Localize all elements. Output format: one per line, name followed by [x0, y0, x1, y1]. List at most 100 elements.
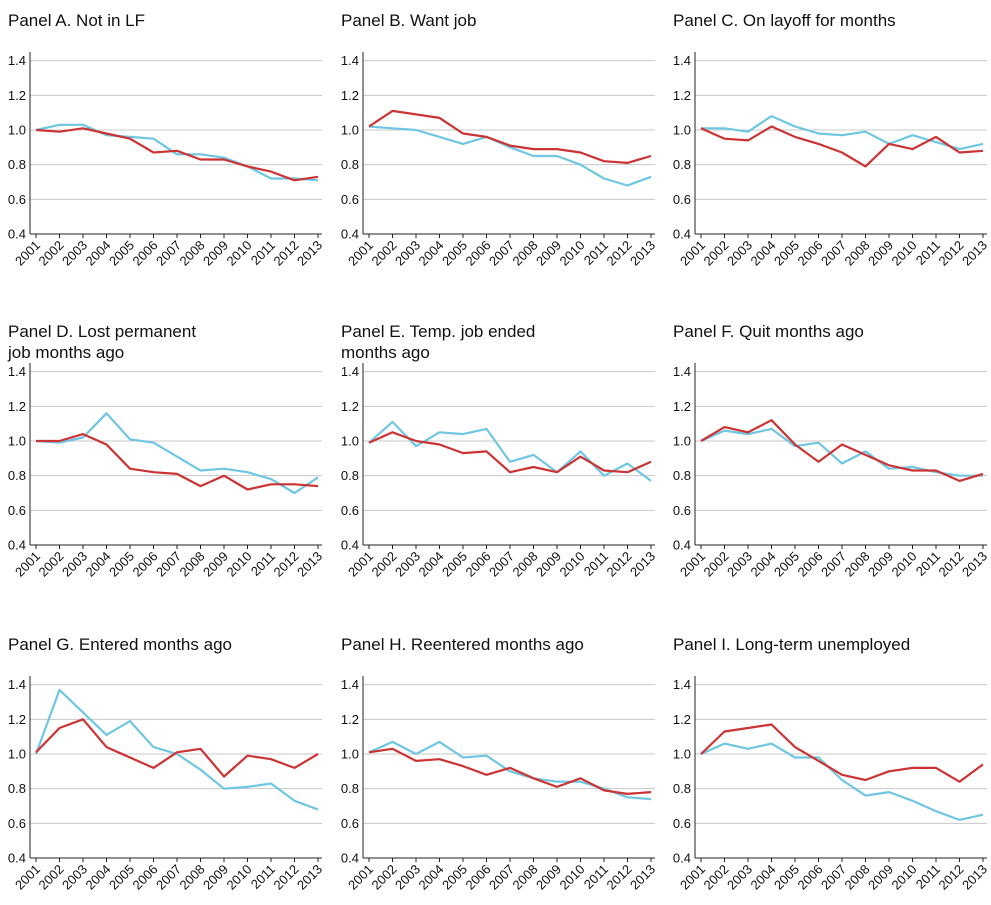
y-tick-label: 1.4	[8, 53, 26, 68]
x-tick-label: 2011	[913, 862, 943, 892]
x-tick-label: 2006	[795, 862, 826, 893]
y-tick-label: 1.0	[8, 434, 26, 449]
x-tick-label: 2009	[533, 238, 564, 269]
x-tick-label: 2011	[248, 238, 278, 268]
x-tick-label: 2010	[557, 862, 588, 893]
y-tick-label: 1.0	[341, 747, 359, 762]
x-tick-label: 2010	[889, 549, 920, 580]
series-line	[368, 109, 652, 164]
y-tick-label: 1.2	[341, 88, 359, 103]
x-tick-label: 2012	[271, 862, 302, 893]
y-tick-label: 0.4	[8, 227, 26, 242]
series-line	[35, 412, 319, 495]
y-tick-label: 0.4	[673, 227, 691, 242]
x-tick-label: 2013	[294, 549, 325, 580]
x-tick-label: 2009	[200, 238, 231, 269]
x-tick-label: 2012	[936, 238, 967, 269]
series-line	[700, 723, 984, 783]
x-tick-label: 2005	[106, 549, 137, 580]
series-line	[700, 419, 984, 482]
x-tick-label: 2012	[604, 549, 635, 580]
y-tick-label: 0.6	[341, 503, 359, 518]
x-tick-label: 2010	[889, 862, 920, 893]
y-tick-label: 1.0	[673, 434, 691, 449]
x-tick-label: 2002	[369, 862, 400, 893]
series-line	[368, 740, 652, 801]
x-tick-label: 2002	[369, 238, 400, 269]
x-tick-label: 2013	[959, 549, 990, 580]
y-tick-label: 0.8	[673, 781, 691, 796]
panel: Panel F. Quit months ago 0.4 0.6 0.8 1.0 1.2 1…	[673, 322, 990, 580]
x-tick-label: 2012	[604, 238, 635, 269]
x-tick-label: 2009	[533, 862, 564, 893]
x-tick-label: 2012	[271, 238, 302, 269]
x-tick-label: 2002	[701, 238, 732, 269]
x-tick-label: 2007	[153, 238, 184, 269]
series-line	[368, 420, 652, 482]
y-tick-label: 1.4	[341, 53, 359, 68]
x-tick-label: 2001	[677, 862, 708, 893]
panel-title: Panel I. Long-term unemployed	[673, 635, 910, 654]
x-tick-label: 2003	[59, 238, 90, 269]
x-tick-label: 2009	[200, 862, 231, 893]
panel-title: Panel C. On layoff for months	[673, 11, 896, 30]
panel-title: Panel D. Lost permanent	[8, 322, 196, 341]
x-tick-label: 2009	[865, 238, 896, 269]
x-tick-label: 2005	[771, 549, 802, 580]
x-tick-label: 2011	[248, 862, 278, 892]
y-tick-label: 1.0	[8, 747, 26, 762]
y-tick-label: 1.2	[673, 88, 691, 103]
x-tick-label: 2005	[439, 238, 470, 269]
y-tick-label: 1.0	[341, 434, 359, 449]
x-tick-label: 2002	[701, 862, 732, 893]
x-tick-label: 2001	[12, 238, 43, 269]
y-tick-label: 0.8	[341, 781, 359, 796]
x-tick-label: 2010	[224, 549, 255, 580]
x-tick-label: 2011	[581, 862, 611, 892]
x-tick-label: 2001	[345, 862, 376, 893]
y-tick-label: 0.6	[673, 503, 691, 518]
x-tick-label: 2009	[200, 549, 231, 580]
y-tick-label: 0.6	[673, 816, 691, 831]
x-tick-label: 2001	[677, 549, 708, 580]
y-tick-label: 0.8	[8, 468, 26, 483]
y-tick-label: 1.2	[8, 399, 26, 414]
y-tick-label: 1.4	[8, 677, 26, 692]
x-tick-label: 2009	[865, 862, 896, 893]
x-tick-label: 2005	[106, 238, 137, 269]
panel: Panel I. Long-term unemployed 0.4 0.6 0.8 1.…	[673, 635, 990, 893]
y-tick-label: 0.6	[8, 192, 26, 207]
x-tick-label: 2004	[83, 549, 114, 580]
x-tick-label: 2007	[818, 549, 849, 580]
y-tick-label: 0.6	[8, 816, 26, 831]
x-tick-label: 2010	[224, 862, 255, 893]
x-tick-label: 2013	[294, 862, 325, 893]
y-tick-label: 0.8	[673, 157, 691, 172]
y-tick-label: 0.6	[341, 192, 359, 207]
y-tick-label: 1.4	[341, 364, 359, 379]
x-tick-label: 2004	[416, 238, 447, 269]
x-tick-label: 2002	[36, 549, 67, 580]
y-tick-label: 1.2	[341, 399, 359, 414]
series-line	[36, 433, 319, 491]
series-line	[700, 742, 984, 821]
x-tick-label: 2001	[12, 862, 43, 893]
series-line	[368, 125, 652, 187]
x-tick-label: 2001	[345, 238, 376, 269]
x-tick-label: 2005	[439, 862, 470, 893]
x-tick-label: 2006	[130, 238, 161, 269]
y-tick-label: 1.4	[8, 364, 26, 379]
y-tick-label: 0.6	[673, 192, 691, 207]
x-tick-label: 2006	[130, 862, 161, 893]
x-tick-label: 2008	[842, 238, 873, 269]
x-tick-label: 2007	[153, 549, 184, 580]
series-line	[35, 718, 319, 778]
series-line	[368, 747, 652, 795]
y-tick-label: 1.4	[673, 677, 691, 692]
y-tick-label: 1.0	[8, 123, 26, 138]
x-tick-label: 2003	[59, 549, 90, 580]
y-tick-label: 1.2	[8, 712, 26, 727]
x-tick-label: 2007	[153, 862, 184, 893]
x-tick-label: 2011	[581, 238, 611, 268]
x-tick-label: 2004	[83, 238, 114, 269]
